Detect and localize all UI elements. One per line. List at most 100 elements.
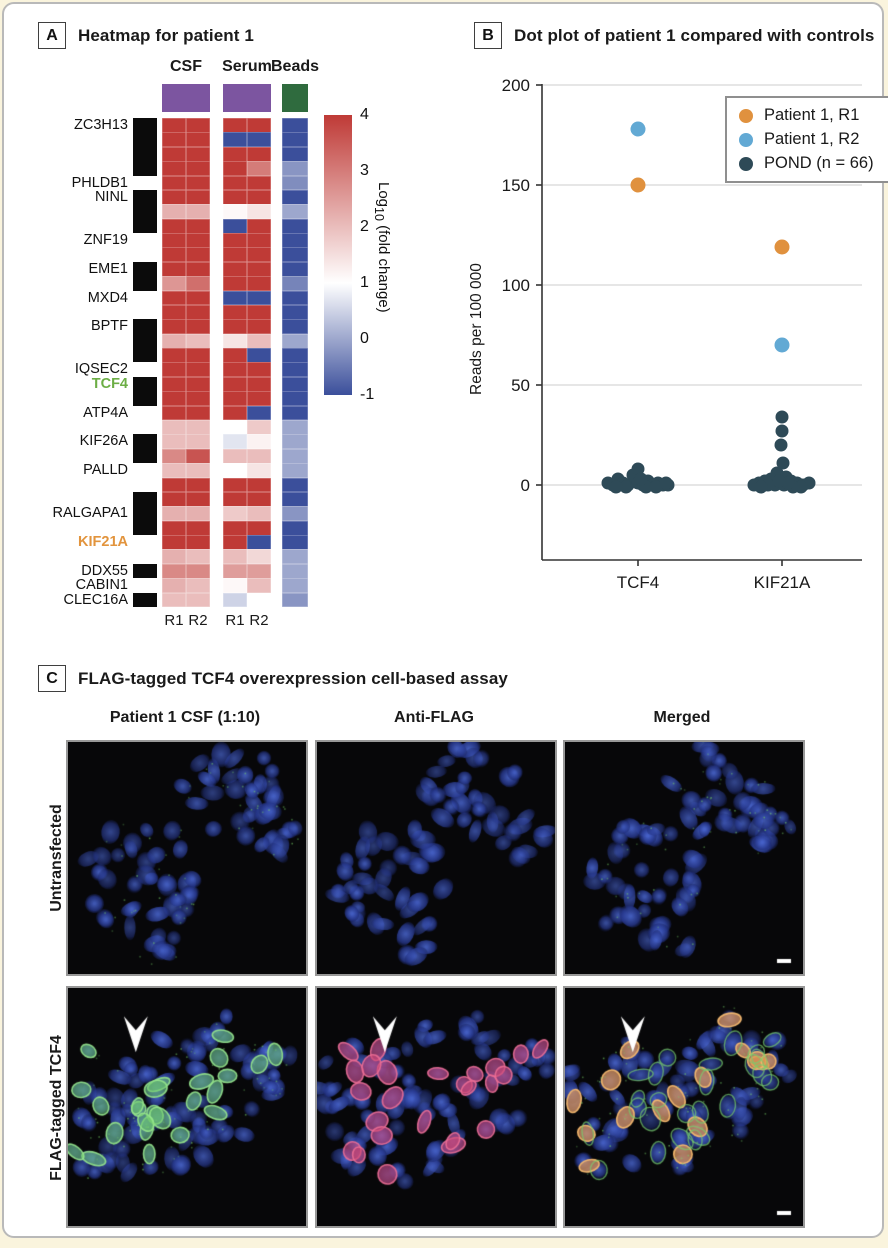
gene-label-tcf4: TCF4 — [91, 375, 128, 392]
heatmap-annotation-cell — [133, 592, 157, 608]
heatmap-cell — [223, 563, 247, 579]
heatmap-cell — [247, 549, 271, 565]
heatmap-group-bar-csf — [162, 84, 210, 112]
heatmap-cell — [247, 304, 271, 320]
heatmap: CSF Serum Beads ZC3H13 PHLDB1 NINL ZNF19 EME1 MX… — [0, 0, 460, 660]
heatmap-cell — [247, 463, 271, 478]
heatmap-cell — [223, 276, 247, 292]
heatmap-cell — [162, 578, 186, 594]
heatmap-annotation-cell — [133, 132, 157, 148]
heatmap-group-bar-serum — [223, 84, 271, 112]
heatmap-cell — [282, 578, 308, 594]
heatmap-cell — [282, 333, 308, 349]
heatmap-cell — [186, 520, 210, 536]
colorbar-tick-label: 4 — [360, 106, 369, 123]
heatmap-cell — [247, 204, 271, 220]
heatmap-cell — [223, 204, 247, 220]
colorbar — [324, 115, 352, 395]
heatmap-cell — [162, 520, 186, 536]
heatmap-cell — [162, 276, 186, 292]
heatmap-cell — [162, 405, 186, 421]
heatmap-cell — [247, 535, 271, 550]
heatmap-annotation-cell — [133, 477, 157, 493]
heatmap-annotation-cell — [133, 204, 157, 220]
heatmap-cell — [247, 520, 271, 536]
heatmap-cell — [282, 276, 308, 292]
heatmap-annotation-cell — [133, 563, 157, 579]
heatmap-annotation-cell — [133, 578, 157, 594]
heatmap-cell — [223, 189, 247, 205]
legend-label: POND (n = 66) — [764, 154, 874, 172]
heatmap-annotation-cell — [133, 391, 157, 407]
heatmap-cell — [162, 204, 186, 220]
gene-label-ralgapa1: RALGAPA1 — [52, 505, 129, 522]
heatmap-annotation-cell — [133, 434, 157, 450]
heatmap-cell — [247, 189, 271, 205]
heatmap-cell — [162, 333, 186, 349]
heatmap-cell — [223, 477, 247, 493]
heatmap-annotation-cell — [133, 146, 157, 162]
heatmap-annotation-cell — [133, 161, 157, 176]
heatmap-cell — [282, 448, 308, 464]
heatmap-cell — [247, 333, 271, 349]
heatmap-annotation-cell — [133, 535, 157, 550]
panel-b-header: B Dot plot of patient 1 compared with co… — [474, 22, 874, 49]
legend-dot — [739, 108, 753, 123]
heatmap-cell — [162, 448, 186, 464]
heatmap-annotation-cell — [133, 247, 157, 263]
micrograph-flag-antiflag — [315, 986, 557, 1228]
heatmap-cell — [223, 362, 247, 378]
heatmap-cell — [282, 362, 308, 378]
heatmap-cell — [282, 204, 308, 220]
heatmap-cell — [162, 549, 186, 565]
heatmap-cell — [186, 204, 210, 220]
legend-dot — [739, 156, 753, 171]
heatmap-cell — [186, 189, 210, 205]
heatmap-cell — [247, 491, 271, 507]
micrograph-flag-merged-canvas — [565, 988, 803, 1226]
gene-label-ninl: NINL — [94, 188, 128, 205]
heatmap-cell — [186, 132, 210, 148]
heatmap-annotation-cell — [133, 218, 157, 234]
heatmap-cell — [223, 261, 247, 277]
micrograph-untransfected-csf — [66, 740, 308, 976]
panel-c-letter: C — [38, 665, 66, 692]
heatmap-cell — [247, 146, 271, 162]
legend-dot — [739, 132, 753, 147]
micrograph-col-header-merged: Merged — [653, 709, 711, 726]
heatmap-cell — [186, 276, 210, 292]
heatmap-cell — [162, 506, 186, 522]
heatmap-cell — [223, 161, 247, 176]
heatmap-annotation-cell — [133, 463, 157, 478]
heatmap-annotation-cell — [133, 520, 157, 536]
legend-item: Patient 1, R1 — [739, 106, 881, 125]
heatmap-cell — [162, 189, 186, 205]
heatmap-cell — [186, 304, 210, 320]
micrograph-row-label-untransfected: Untransfected — [48, 804, 65, 912]
gene-label-kif21a: KIF21A — [78, 534, 128, 550]
heatmap-annotation-cell — [133, 362, 157, 378]
heatmap-cell — [223, 434, 247, 450]
panel-b-letter: B — [474, 22, 502, 49]
heatmap-cell — [223, 549, 247, 565]
heatmap-cell — [186, 549, 210, 565]
heatmap-cell — [162, 376, 186, 392]
micrograph-col-header-csf: Patient 1 CSF (1:10) — [109, 709, 261, 726]
heatmap-cell — [186, 391, 210, 407]
heatmap-cell — [282, 261, 308, 277]
heatmap-cell — [223, 304, 247, 320]
gene-label-eme1: EME1 — [88, 260, 129, 277]
heatmap-cell — [162, 304, 186, 320]
heatmap-cell — [186, 563, 210, 579]
heatmap-cell — [186, 434, 210, 450]
legend-item: Patient 1, R2 — [739, 130, 881, 149]
heatmap-cell — [247, 578, 271, 594]
heatmap-cell — [223, 506, 247, 522]
legend-label: Patient 1, R2 — [764, 130, 860, 148]
gene-label-mxd4: MXD4 — [87, 289, 128, 306]
heatmap-cell — [186, 290, 210, 306]
heatmap-cell — [162, 161, 186, 176]
heatmap-cell — [186, 491, 210, 507]
heatmap-cell — [186, 333, 210, 349]
gene-label-bptf: BPTF — [90, 318, 128, 335]
